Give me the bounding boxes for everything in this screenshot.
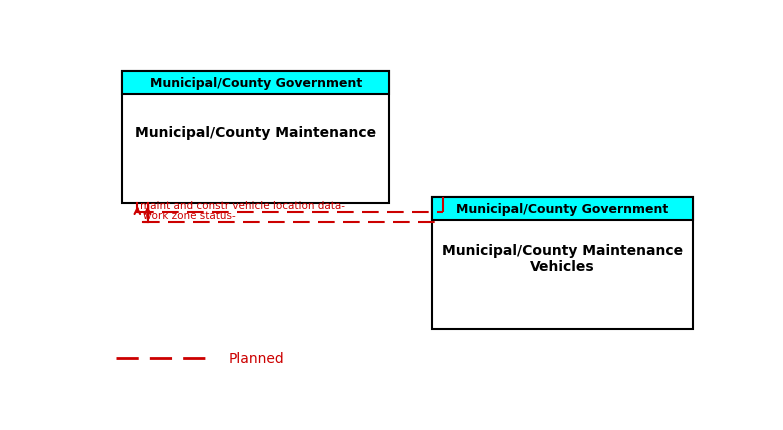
Text: Municipal/County Government: Municipal/County Government: [150, 77, 362, 89]
Bar: [431, 197, 693, 221]
Text: maint and constr vehicle location data-: maint and constr vehicle location data-: [140, 200, 345, 210]
Text: Municipal/County Maintenance: Municipal/County Maintenance: [135, 126, 376, 140]
Text: Planned: Planned: [229, 351, 284, 365]
Bar: [122, 71, 389, 204]
Bar: [431, 197, 693, 330]
Text: Municipal/County Maintenance
Vehicles: Municipal/County Maintenance Vehicles: [442, 244, 683, 274]
Bar: [122, 71, 389, 95]
Text: Municipal/County Government: Municipal/County Government: [456, 203, 668, 215]
Text: work zone status-: work zone status-: [143, 210, 236, 220]
